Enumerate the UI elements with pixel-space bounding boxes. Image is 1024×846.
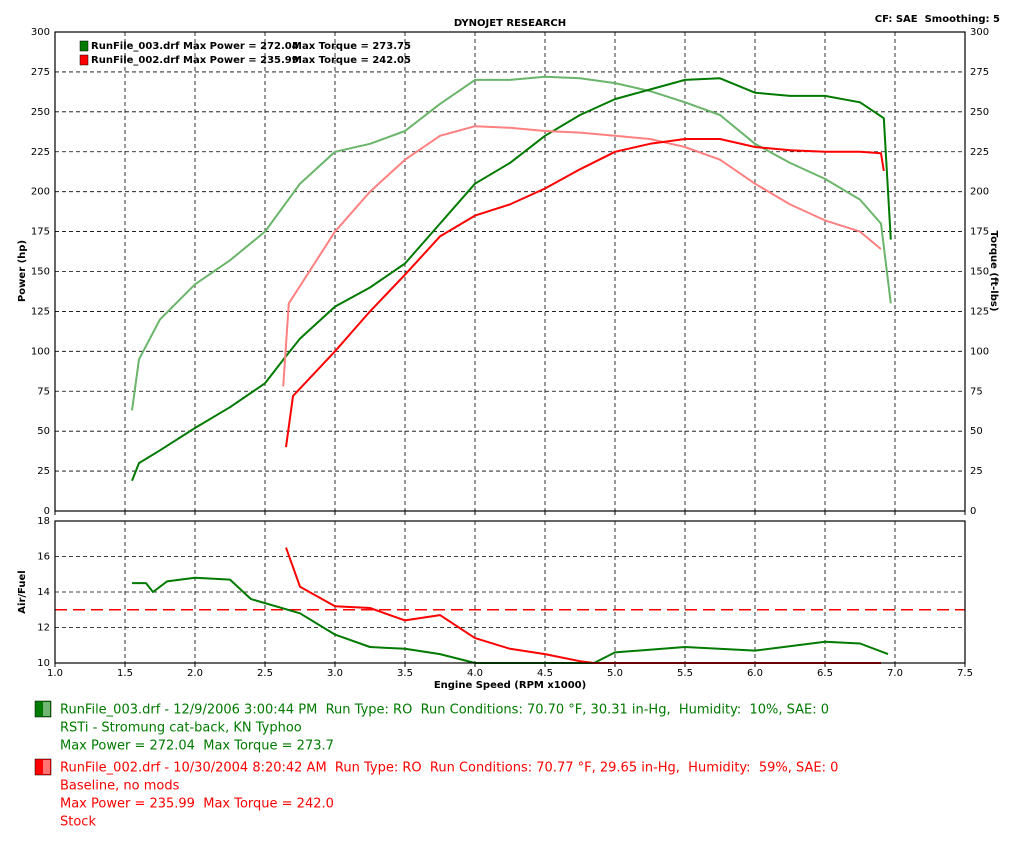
- run-icon: [34, 758, 52, 776]
- x-tick-label: 3.5: [397, 668, 413, 679]
- x-tick-label: 3.0: [327, 668, 343, 679]
- x-tick-label: 5.0: [607, 668, 623, 679]
- y2-tick-label: 100: [970, 346, 989, 357]
- plot-border: [54, 31, 966, 512]
- y-tick-label: 225: [31, 147, 50, 158]
- x-tick-label: 7.0: [887, 668, 903, 679]
- x-tick-label: 4.0: [467, 668, 483, 679]
- y2-tick-label: 75: [970, 386, 983, 397]
- y-tick-label: 25: [37, 466, 50, 477]
- y2-tick-label: 0: [970, 506, 976, 517]
- y-tick-label: 175: [31, 227, 50, 238]
- data-line: [132, 576, 889, 664]
- y2-tick-label: 50: [970, 426, 983, 437]
- x-axis-label: Engine Speed (RPM x1000): [434, 680, 586, 691]
- run-note: Max Power = 272.04 Max Torque = 273.7: [60, 739, 334, 754]
- y2-tick-label: 300: [970, 27, 989, 38]
- legend-label: Max Torque = 242.05: [292, 55, 411, 66]
- run-note: RSTi - Stromung cat-back, KN Typhoo: [60, 721, 302, 736]
- legend-swatch: [79, 40, 89, 52]
- run-note: RunFile_003.drf - 12/9/2006 3:00:44 PM R…: [60, 703, 829, 718]
- legend-label: RunFile_003.drf Max Power = 272.04: [91, 41, 299, 52]
- y2-tick-label: 225: [970, 147, 989, 158]
- y-tick-label: 18: [37, 516, 50, 527]
- y-tick-label: 14: [37, 587, 50, 598]
- y-tick-label: 12: [37, 623, 50, 634]
- legend-swatch: [79, 54, 89, 66]
- legend-label: Max Torque = 273.75: [292, 41, 411, 52]
- y-tick-label: 0: [44, 506, 50, 517]
- y2-tick-label: 25: [970, 466, 983, 477]
- plot-border: [54, 520, 966, 664]
- x-tick-label: 5.5: [677, 668, 693, 679]
- y2-axis-label: Torque (ft-lbs): [988, 231, 999, 312]
- y-tick-label: 75: [37, 386, 50, 397]
- y-tick-label: 300: [31, 27, 50, 38]
- run-note: RunFile_002.drf - 10/30/2004 8:20:42 AM …: [60, 761, 838, 776]
- y2-tick-label: 125: [970, 306, 989, 317]
- x-tick-label: 2.5: [257, 668, 273, 679]
- y-tick-label: 50: [37, 426, 50, 437]
- x-tick-label: 4.5: [537, 668, 553, 679]
- chart-subtitle: CF: SAE Smoothing: 5: [875, 14, 1000, 25]
- chart-title: DYNOJET RESEARCH: [454, 18, 566, 29]
- y-tick-label: 250: [31, 107, 50, 118]
- x-tick-label: 2.0: [187, 668, 203, 679]
- y2-tick-label: 275: [970, 67, 989, 78]
- x-tick-label: 6.5: [817, 668, 833, 679]
- y-tick-label: 275: [31, 67, 50, 78]
- data-line: [282, 125, 882, 387]
- run-icon-light: [43, 760, 50, 774]
- run-note: Max Power = 235.99 Max Torque = 242.0: [60, 797, 334, 812]
- y-tick-label: 150: [31, 267, 50, 278]
- y-axis-label: Power (hp): [17, 240, 28, 302]
- y-tick-label: 16: [37, 552, 50, 563]
- data-line: [131, 77, 892, 482]
- y-axis-label: Air/Fuel: [17, 570, 28, 613]
- y-tick-label: 200: [31, 187, 50, 198]
- data-line: [285, 138, 885, 448]
- run-icon-light: [43, 702, 50, 716]
- y-tick-label: 10: [37, 658, 50, 669]
- data-line: [131, 75, 892, 411]
- y-tick-label: 125: [31, 306, 50, 317]
- x-tick-label: 1.5: [117, 668, 133, 679]
- y2-tick-label: 200: [970, 187, 989, 198]
- legend-label: RunFile_002.drf Max Power = 235.99: [91, 55, 299, 66]
- x-tick-label: 1.0: [47, 668, 63, 679]
- x-tick-label: 7.5: [957, 668, 973, 679]
- run-icon: [34, 700, 52, 718]
- x-tick-label: 6.0: [747, 668, 763, 679]
- y2-tick-label: 175: [970, 227, 989, 238]
- y-tick-label: 100: [31, 346, 50, 357]
- y2-tick-label: 150: [970, 267, 989, 278]
- run-note: Baseline, no mods: [60, 779, 180, 794]
- run-note: Stock: [60, 815, 96, 830]
- y2-tick-label: 250: [970, 107, 989, 118]
